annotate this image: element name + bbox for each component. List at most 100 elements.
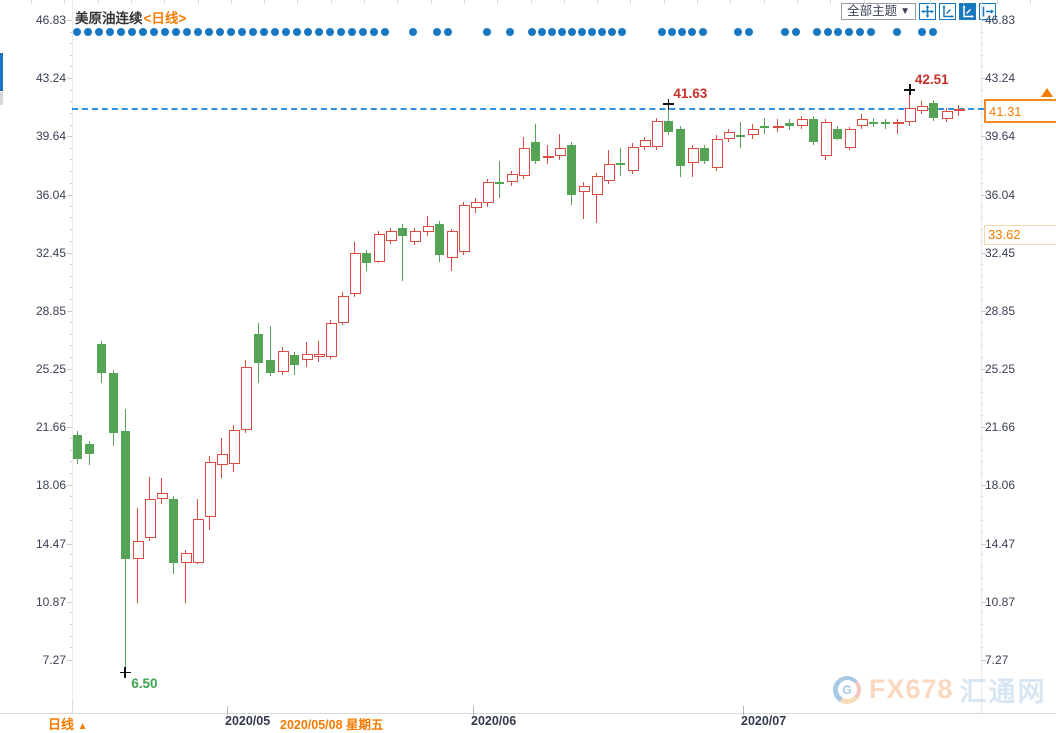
news-event-dot[interactable] [856,28,864,36]
news-event-dot[interactable] [194,28,202,36]
news-event-dot[interactable] [668,28,676,36]
news-event-dot[interactable] [95,28,103,36]
news-event-dot[interactable] [558,28,566,36]
news-event-dot[interactable] [658,28,666,36]
news-event-dot[interactable] [608,28,616,36]
news-event-dot[interactable] [528,28,536,36]
y-minor-tick [981,217,983,219]
news-event-dot[interactable] [260,28,268,36]
news-event-dot[interactable] [506,28,514,36]
news-event-dot[interactable] [824,28,832,36]
y-axis-label-right: 21.66 [985,420,1016,435]
y-major-tick [981,310,986,312]
y-minor-tick [70,287,72,289]
top-minor-tick [64,0,66,4]
time-axis-line [0,713,1056,714]
candle-body [615,162,625,165]
y-minor-tick [70,624,72,626]
news-event-dot[interactable] [381,28,389,36]
news-event-dot[interactable] [548,28,556,36]
news-event-dot[interactable] [150,28,158,36]
news-event-dot[interactable] [227,28,235,36]
y-minor-tick [981,263,983,265]
news-event-dot[interactable] [326,28,334,36]
news-event-dot[interactable] [293,28,301,36]
news-event-dot[interactable] [205,28,213,36]
period-selector[interactable]: 日线 ▲ [48,714,88,733]
news-event-dot[interactable] [444,28,452,36]
news-event-dot[interactable] [678,28,686,36]
news-event-dot[interactable] [359,28,367,36]
candle-wick [897,119,899,134]
y-minor-tick [70,589,72,591]
left-scroll-indicator [0,53,3,91]
y-axis-label-left: 21.66 [35,420,66,435]
auto-scale-icon[interactable] [959,2,976,20]
y-axis-label-right: 46.83 [985,13,1016,27]
price-up-arrow-icon [1041,88,1053,98]
y-minor-tick [70,635,72,637]
candle-body [531,141,541,162]
news-event-dot[interactable] [409,28,417,36]
y-minor-tick [70,647,72,649]
y-axis-scale-icon[interactable] [939,2,956,20]
news-event-dot[interactable] [588,28,596,36]
news-event-dot[interactable] [315,28,323,36]
move-icon[interactable] [919,2,936,20]
news-event-dot[interactable] [304,28,312,36]
news-event-dot[interactable] [337,28,345,36]
news-event-dot[interactable] [117,28,125,36]
y-minor-tick [70,449,72,451]
news-event-dot[interactable] [483,28,491,36]
news-event-dot[interactable] [84,28,92,36]
news-event-dot[interactable] [918,28,926,36]
top-minor-tick [563,0,565,4]
news-event-dot[interactable] [282,28,290,36]
news-event-dot[interactable] [538,28,546,36]
news-event-dot[interactable] [578,28,586,36]
news-event-dot[interactable] [734,28,742,36]
news-event-dot[interactable] [433,28,441,36]
news-event-dot[interactable] [845,28,853,36]
news-event-dot[interactable] [745,28,753,36]
chart-toolbar: 全部主题 ▼ [841,2,996,20]
candle-body [869,122,879,125]
news-event-dot[interactable] [792,28,800,36]
cross-marker [909,84,911,96]
news-event-dot[interactable] [139,28,147,36]
news-event-dot[interactable] [106,28,114,36]
news-event-dot[interactable] [73,28,81,36]
news-event-dot[interactable] [172,28,180,36]
news-event-dot[interactable] [688,28,696,36]
news-event-dot[interactable] [568,28,576,36]
y-minor-tick [981,566,983,567]
news-event-dot[interactable] [128,28,136,36]
news-event-dot[interactable] [929,28,937,36]
news-event-dot[interactable] [161,28,169,36]
news-event-dot[interactable] [216,28,224,36]
candle-body [313,353,325,358]
y-minor-tick [981,89,983,91]
news-event-dot[interactable] [813,28,821,36]
y-minor-tick [981,356,983,358]
news-event-dot[interactable] [893,28,901,36]
theme-dropdown[interactable]: 全部主题 ▼ [841,2,916,20]
news-event-dot[interactable] [249,28,257,36]
news-event-dot[interactable] [271,28,279,36]
y-axis-label-left: 46.83 [35,13,66,27]
top-minor-tick [996,0,998,4]
news-event-dot[interactable] [699,28,707,36]
pan-to-latest-icon[interactable] [979,2,996,20]
news-event-dot[interactable] [348,28,356,36]
news-event-dot[interactable] [370,28,378,36]
news-event-dot[interactable] [183,28,191,36]
news-event-dot[interactable] [598,28,606,36]
news-event-dot[interactable] [618,28,626,36]
news-event-dot[interactable] [781,28,789,36]
news-event-dot[interactable] [834,28,842,36]
y-minor-tick [70,43,72,45]
news-event-dot[interactable] [867,28,875,36]
y-minor-tick [981,240,983,242]
news-event-dot[interactable] [238,28,246,36]
